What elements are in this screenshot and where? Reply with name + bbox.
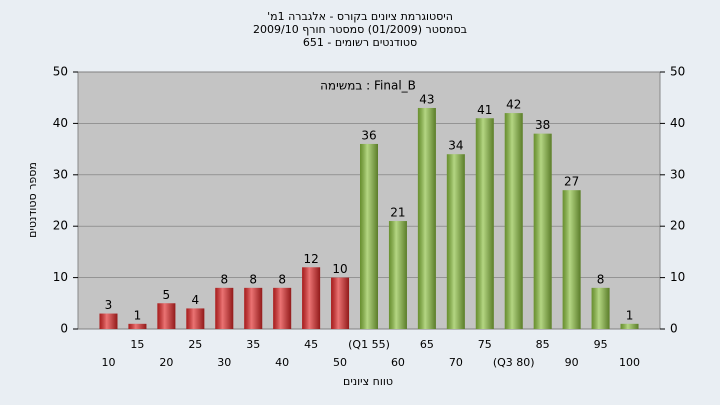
bar-shade [302,267,321,329]
value-label: 36 [361,128,376,142]
y2-tick-label: 50 [670,65,685,79]
bar-shade [591,287,610,329]
bar-shade [99,313,118,329]
x-axis-label: טווח ציונים [343,375,393,388]
value-label: 12 [303,252,318,266]
x-tick-label: 10 [101,356,115,369]
value-label: 10 [332,262,347,276]
value-label: 21 [390,206,405,220]
x-tick-label: 35 [246,338,260,351]
value-label: 43 [419,92,434,106]
x-tick-label: 85 [536,338,550,351]
x-tick-label: 95 [594,338,608,351]
y-tick-label: 20 [53,219,68,233]
value-label: 41 [477,103,492,117]
x-tick-label: 25 [188,338,202,351]
bar-shade [388,221,407,329]
bar-shade [533,133,552,329]
value-label: 8 [220,272,228,286]
x-tick-label: 30 [217,356,231,369]
value-label: 1 [626,308,634,322]
x-tick-label: 70 [449,356,463,369]
value-label: 5 [163,288,171,302]
bar-shade [331,277,350,329]
value-label: 8 [278,272,286,286]
x-tick-label: (Q1 55) [348,338,390,351]
value-label: 8 [249,272,257,286]
bar-shade [215,287,234,329]
chart-title: 'היסטוגרמת ציונים בקורס - אלגברה 1מ [267,10,453,23]
value-label: 8 [597,272,605,286]
x-tick-label: (Q3 80) [493,356,535,369]
x-tick-label: 75 [478,338,492,351]
bar-shade [446,154,465,329]
x-tick-label: 50 [333,356,347,369]
y2-tick-label: 40 [670,116,685,130]
bar-shade [273,287,292,329]
value-label: 27 [564,175,579,189]
bar-shade [562,190,581,329]
y-tick-label: 50 [53,65,68,79]
bar-shade [128,323,147,329]
x-tick-label: 100 [619,356,640,369]
value-label: 42 [506,98,521,112]
y-tick-label: 0 [60,322,68,336]
bar-shade [157,303,176,329]
bar-shade [475,118,494,329]
bar-shade [504,113,523,330]
value-label: 3 [105,298,113,312]
bar-shade [417,107,436,329]
y-tick-label: 30 [53,167,68,181]
annotation: במשימה : Final_B [320,79,416,93]
value-label: 34 [448,139,463,153]
bar-shade [186,308,205,329]
value-label: 1 [134,308,142,322]
subtitle: בסמסטר (01/2009) סמסטר חורף 2009/10 [253,23,467,36]
x-tick-label: 40 [275,356,289,369]
x-tick-label: 45 [304,338,318,351]
y2-tick-label: 20 [670,219,685,233]
x-tick-label: 90 [565,356,579,369]
value-label: 4 [191,293,199,307]
x-tick-label: 65 [420,338,434,351]
y2-tick-label: 30 [670,167,685,181]
bar-shade [360,143,378,329]
x-tick-label: 20 [159,356,173,369]
y2-tick-label: 10 [670,270,685,284]
bar-shade [620,323,639,329]
subtitle: סטודנטים רשומים - 651 [303,36,417,49]
y2-tick-label: 0 [670,322,678,336]
x-tick-label: 15 [130,338,144,351]
x-tick-label: 60 [391,356,405,369]
value-label: 38 [535,118,550,132]
y-tick-label: 10 [53,270,68,284]
y-axis-label: מספר סטודנטים [26,162,39,238]
y-tick-label: 40 [53,116,68,130]
bar-shade [244,287,263,329]
